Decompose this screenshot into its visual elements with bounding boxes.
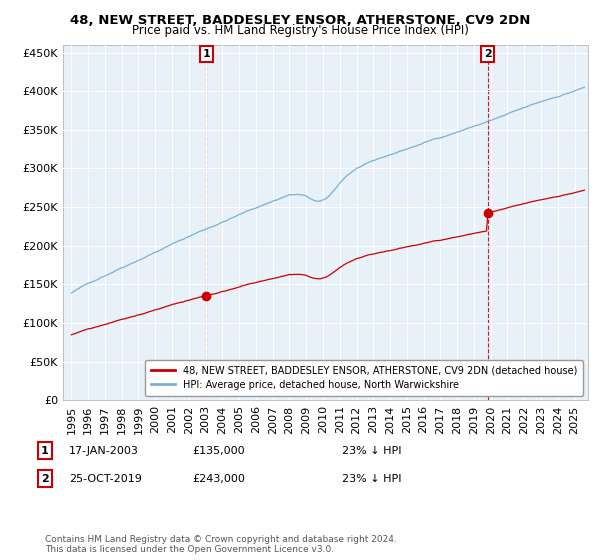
Text: £135,000: £135,000 bbox=[192, 446, 245, 456]
Text: 2: 2 bbox=[484, 49, 491, 59]
Text: 1: 1 bbox=[202, 49, 210, 59]
Text: £243,000: £243,000 bbox=[192, 474, 245, 484]
Text: 1: 1 bbox=[41, 446, 49, 456]
Text: Price paid vs. HM Land Registry's House Price Index (HPI): Price paid vs. HM Land Registry's House … bbox=[131, 24, 469, 37]
Text: 25-OCT-2019: 25-OCT-2019 bbox=[69, 474, 142, 484]
Text: 23% ↓ HPI: 23% ↓ HPI bbox=[342, 474, 401, 484]
Text: 48, NEW STREET, BADDESLEY ENSOR, ATHERSTONE, CV9 2DN: 48, NEW STREET, BADDESLEY ENSOR, ATHERST… bbox=[70, 14, 530, 27]
Text: Contains HM Land Registry data © Crown copyright and database right 2024.
This d: Contains HM Land Registry data © Crown c… bbox=[45, 535, 397, 554]
Text: 2: 2 bbox=[41, 474, 49, 484]
Legend: 48, NEW STREET, BADDESLEY ENSOR, ATHERSTONE, CV9 2DN (detached house), HPI: Aver: 48, NEW STREET, BADDESLEY ENSOR, ATHERST… bbox=[145, 360, 583, 395]
Text: 23% ↓ HPI: 23% ↓ HPI bbox=[342, 446, 401, 456]
Text: 17-JAN-2003: 17-JAN-2003 bbox=[69, 446, 139, 456]
